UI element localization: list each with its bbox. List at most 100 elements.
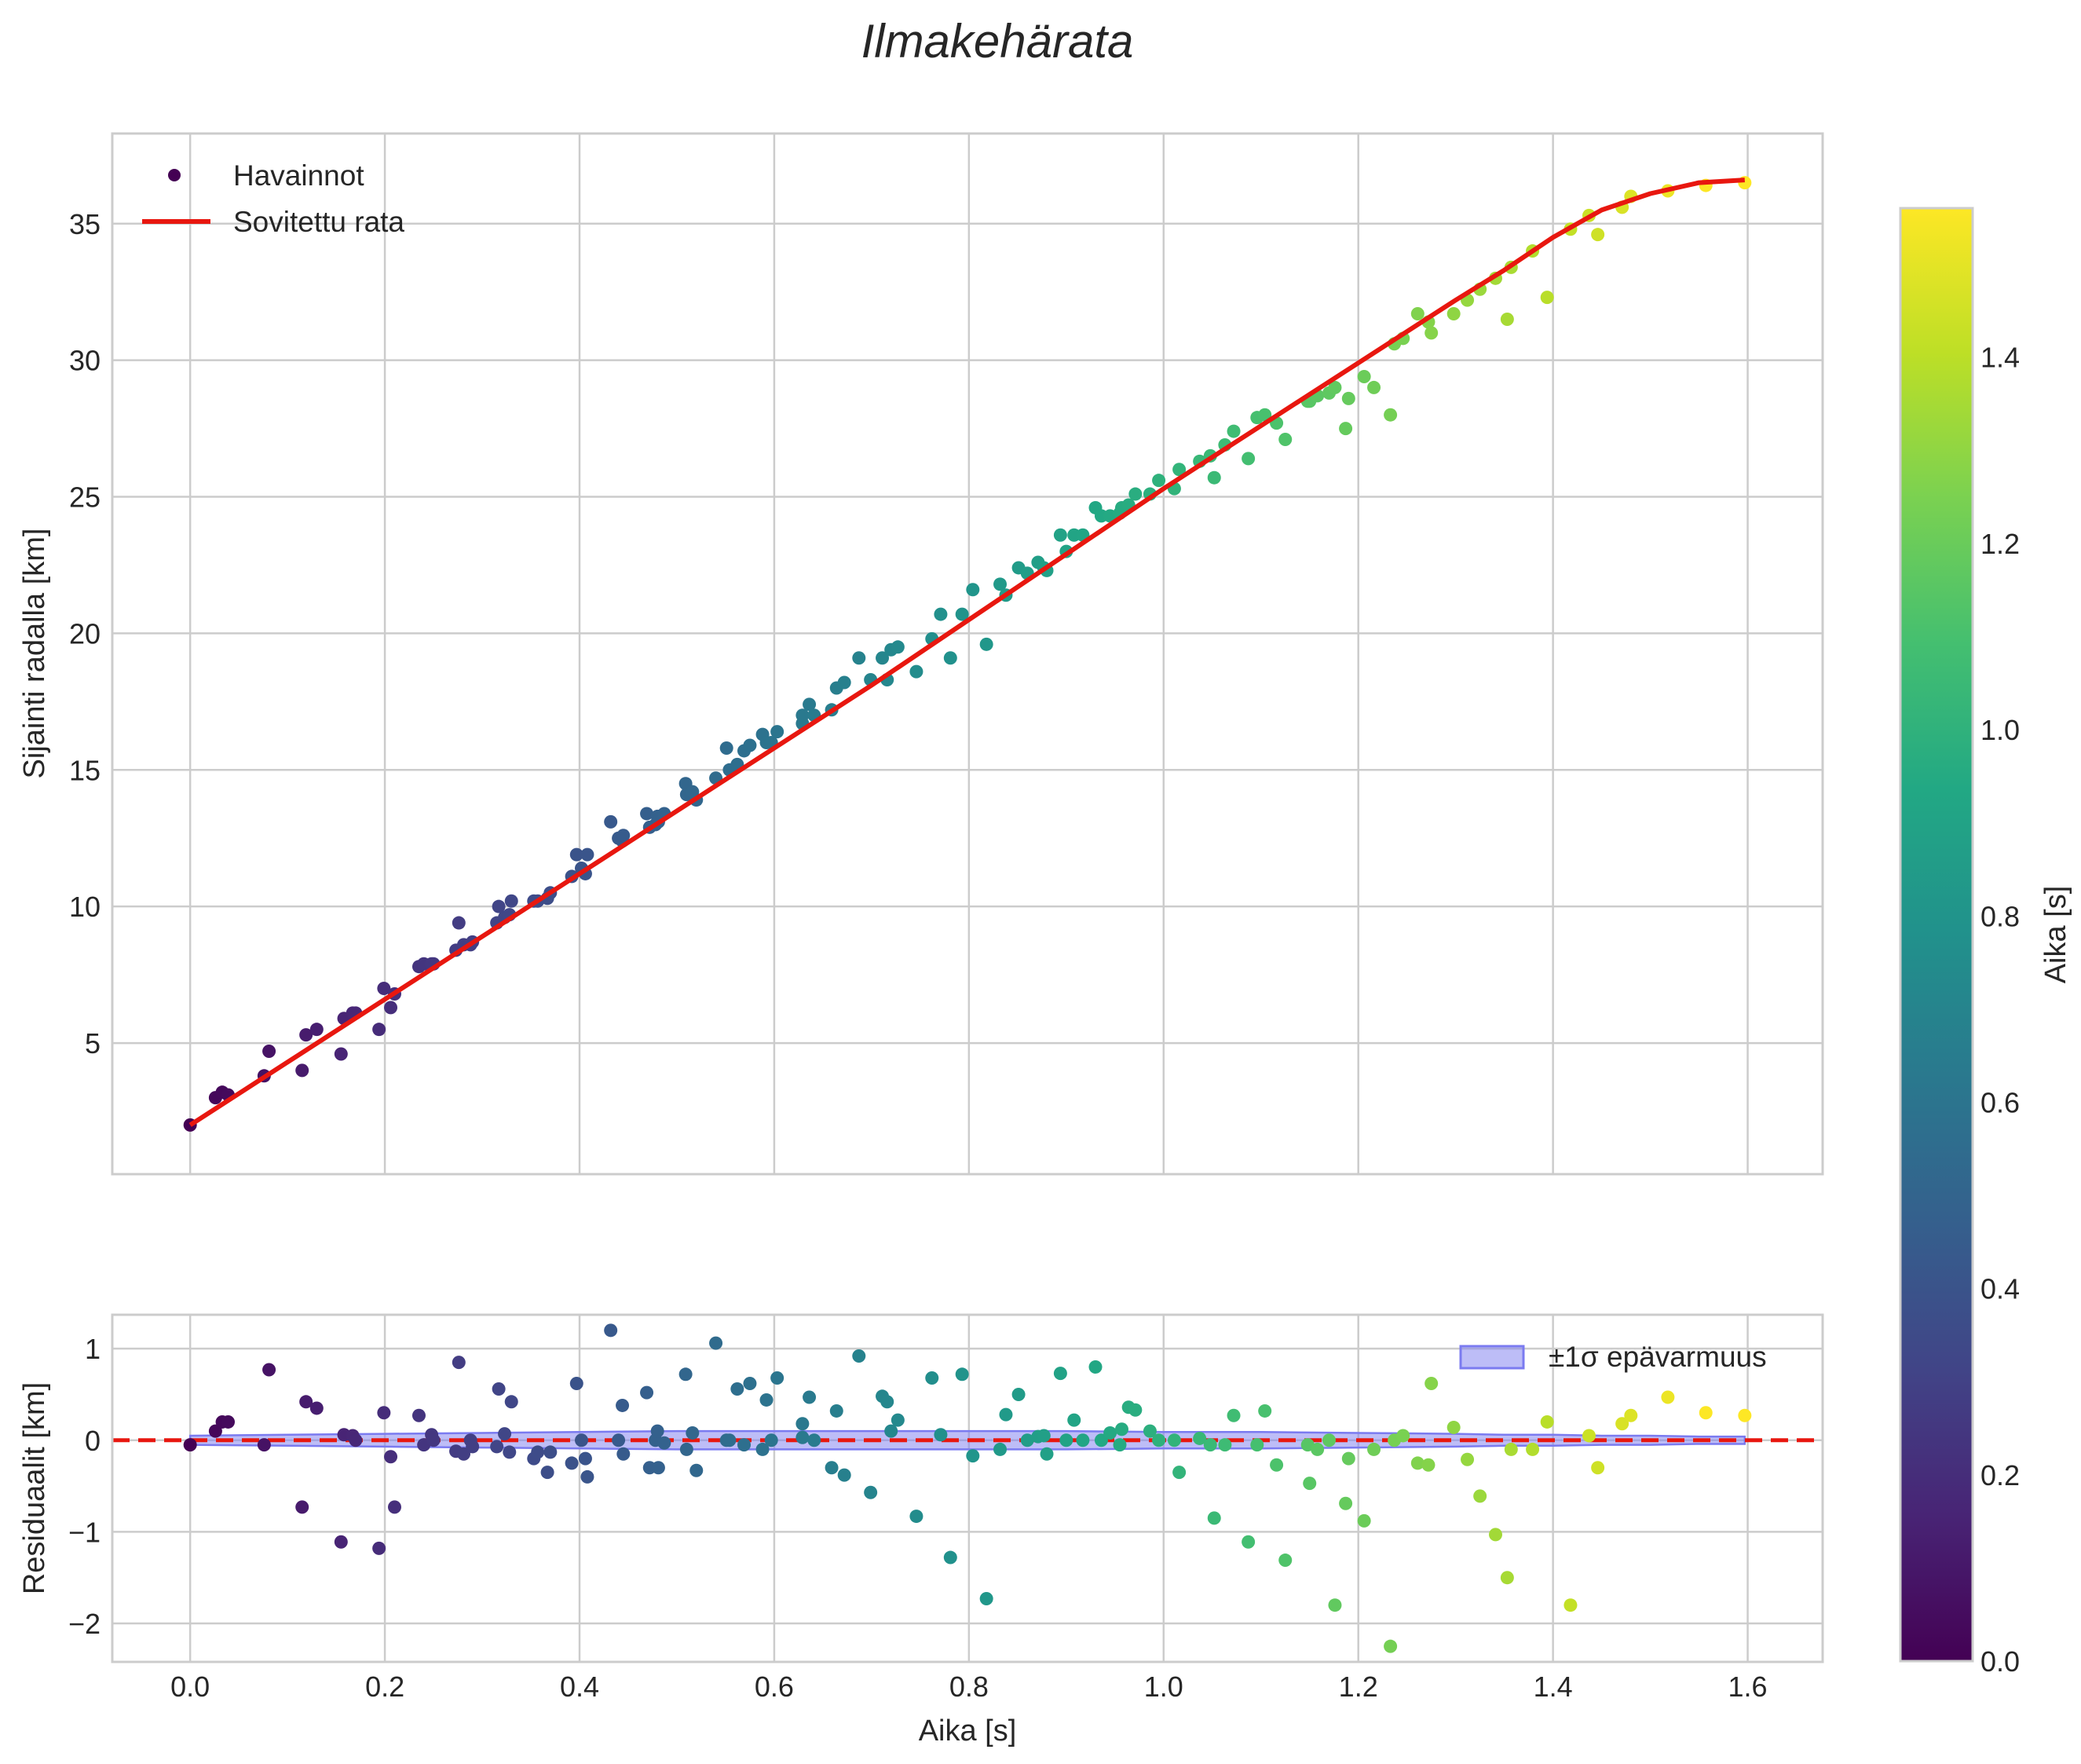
residual-point [574, 1433, 588, 1447]
residual-point [737, 1438, 752, 1452]
top-y-tick-label: 15 [69, 754, 101, 786]
residual-point [1410, 1456, 1425, 1470]
residual-point [426, 1433, 441, 1447]
residual-point [1661, 1390, 1675, 1404]
observation-point [492, 899, 506, 913]
residual-point [543, 1445, 558, 1459]
residual-point [650, 1424, 664, 1438]
residual-point [1270, 1458, 1284, 1472]
x-ticks: 0.0 0.2 0.4 0.6 0.8 1.0 1.2 1.4 1.6 [170, 1671, 1767, 1703]
residual-point [384, 1450, 398, 1464]
residual-point [1526, 1442, 1540, 1456]
residual-point [1615, 1417, 1629, 1431]
residual-point [1328, 1598, 1342, 1612]
observation-point [1384, 408, 1398, 422]
observation-points [183, 176, 1752, 1132]
residual-point [1227, 1408, 1241, 1422]
residual-point [1311, 1442, 1325, 1456]
residual-point [1504, 1442, 1518, 1456]
residual-point [864, 1485, 878, 1499]
observation-point [966, 583, 980, 597]
colorbar-tick-label: 0.4 [1980, 1273, 2020, 1305]
residual-point [309, 1401, 324, 1415]
residual-point [262, 1363, 276, 1377]
x-tick-label: 0.8 [949, 1671, 989, 1703]
residual-point [1488, 1528, 1502, 1542]
x-tick-label: 1.2 [1339, 1671, 1378, 1703]
residual-point [884, 1424, 898, 1438]
observation-point [770, 725, 784, 739]
top-grid [112, 134, 1823, 1174]
residual-point [1278, 1554, 1293, 1568]
observation-point [1152, 474, 1166, 488]
observation-point [372, 1023, 386, 1037]
observation-point [955, 607, 969, 621]
residual-point [208, 1424, 222, 1438]
bottom-y-tick-label: −1 [68, 1516, 101, 1548]
observation-point [616, 829, 631, 843]
x-tick-label: 1.4 [1534, 1671, 1573, 1703]
residual-point [295, 1500, 309, 1514]
residual-point [452, 1356, 466, 1370]
colorbar-tick-label: 0.2 [1980, 1459, 2020, 1491]
observation-point [604, 814, 618, 829]
residual-point [709, 1336, 723, 1350]
residual-point [466, 1440, 480, 1454]
residual-point [1396, 1429, 1410, 1443]
residual-point [1591, 1461, 1605, 1475]
residual-point [503, 1445, 517, 1459]
bottom-y-label: Residuaalit [km] [18, 1382, 51, 1594]
bottom-plot-frame [111, 1313, 1824, 1663]
residual-point [979, 1592, 993, 1606]
residual-point [795, 1417, 810, 1431]
bottom-y-ticks: 1 0 −1 −2 [68, 1333, 101, 1640]
colorbar-ticks: 0.0 0.2 0.4 0.6 0.8 1.0 1.2 1.4 [1980, 342, 2020, 1678]
observation-point [1227, 424, 1241, 438]
observation-point [1128, 487, 1143, 501]
residual-point [803, 1390, 817, 1404]
residual-point [1067, 1413, 1081, 1427]
observation-point [909, 664, 923, 679]
residual-point [743, 1376, 757, 1390]
top-legend: Havainnot Sovitettu rata [142, 159, 404, 238]
residual-point [299, 1395, 313, 1409]
residual-point [1446, 1420, 1461, 1434]
bottom-y-tick-label: −2 [68, 1608, 101, 1640]
residual-point [1473, 1489, 1487, 1503]
observation-point [803, 697, 817, 712]
residual-point [457, 1447, 471, 1461]
residual-point [604, 1323, 618, 1338]
residual-point [909, 1510, 923, 1524]
residual-point [934, 1428, 948, 1442]
residual-point [1167, 1433, 1181, 1447]
x-axis-label: Aika [s] [919, 1715, 1017, 1748]
residual-point [1037, 1429, 1051, 1443]
observation-point [1207, 470, 1221, 485]
observation-point [384, 1001, 398, 1015]
legend-marker-band [1459, 1345, 1525, 1370]
residual-point [411, 1408, 426, 1422]
colorbar-tick-label: 0.8 [1980, 900, 2020, 932]
observation-point [299, 1028, 313, 1042]
observation-point [934, 607, 948, 621]
residual-point [852, 1349, 866, 1363]
observation-point [743, 738, 757, 752]
residual-point [1367, 1442, 1381, 1456]
residual-point [377, 1406, 391, 1420]
top-y-tick-label: 30 [69, 345, 101, 377]
residual-point [569, 1376, 583, 1390]
observation-point [795, 708, 810, 723]
observation-point [719, 741, 733, 755]
residual-point [616, 1447, 631, 1461]
residual-point [1563, 1598, 1578, 1612]
residual-point [1384, 1639, 1398, 1653]
residual-point [966, 1449, 980, 1463]
residual-point [1322, 1433, 1337, 1447]
residual-point [1421, 1458, 1435, 1472]
residual-point [1738, 1408, 1752, 1422]
top-y-tick-label: 5 [85, 1027, 101, 1059]
residual-point [1059, 1433, 1073, 1447]
residual-point [387, 1500, 401, 1514]
observation-point [852, 651, 866, 665]
